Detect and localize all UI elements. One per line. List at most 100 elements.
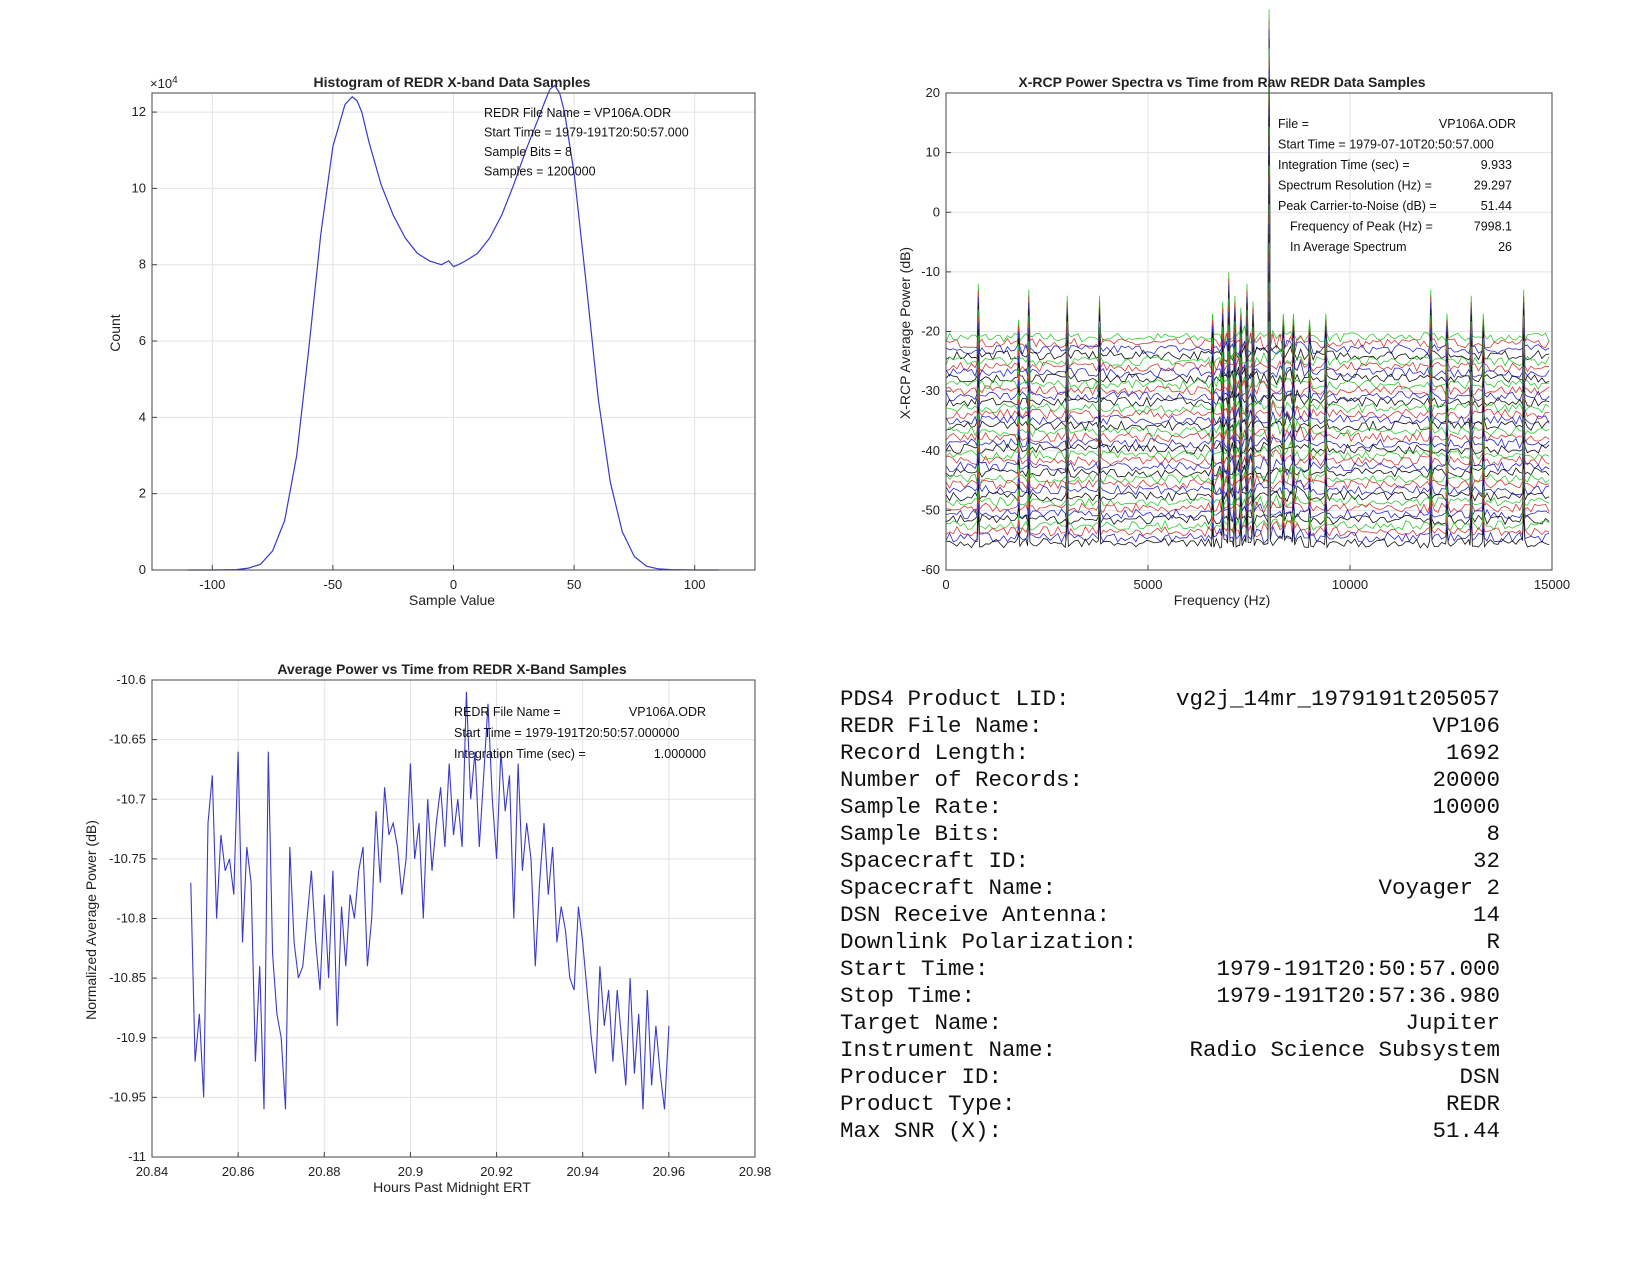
histogram-series xyxy=(188,84,719,571)
histogram-axes-frame xyxy=(151,92,756,571)
info-value: Jupiter xyxy=(1405,1010,1500,1036)
avg-power-ytick-label: -10.85 xyxy=(109,970,146,985)
histogram-chart: Histogram of REDR X-band Data Samples Sa… xyxy=(107,74,756,608)
avg-power-xlabel: Hours Past Midnight ERT xyxy=(373,1179,531,1195)
avg-power-xtick-label: 20.84 xyxy=(136,1164,169,1179)
info-label: DSN Receive Antenna: xyxy=(840,902,1111,928)
info-value: 1692 xyxy=(1445,740,1500,766)
histogram-y-multiplier: ×104 xyxy=(150,75,178,91)
info-label: Instrument Name: xyxy=(840,1037,1057,1063)
info-row: Record Length: 1692 xyxy=(840,740,1500,767)
histogram-annotation-line: Start Time = 1979-191T20:50:57.000 xyxy=(484,126,689,140)
info-row: REDR File Name: VP106 xyxy=(840,713,1500,740)
info-label: Downlink Polarization: xyxy=(840,929,1138,955)
spectra-ytick-label: -30 xyxy=(921,383,940,398)
histogram-xtick-label: 0 xyxy=(450,577,457,592)
info-value: DSN xyxy=(1459,1064,1500,1090)
spectra-ytick-label: -60 xyxy=(921,562,940,577)
histogram-xtick-label: -50 xyxy=(324,577,343,592)
histogram-annotation-line: Sample Bits = 8 xyxy=(484,145,572,159)
spectra-xtick-label: 10000 xyxy=(1332,577,1368,592)
info-value: Voyager 2 xyxy=(1378,875,1500,901)
info-row: Producer ID: DSN xyxy=(840,1064,1500,1091)
spectra-annotation-value: 29.297 xyxy=(1474,179,1512,193)
info-label: Stop Time: xyxy=(840,983,976,1009)
info-label: Sample Bits: xyxy=(840,821,1003,847)
info-label: PDS4 Product LID: xyxy=(840,686,1070,712)
avg-power-annotation-label: Integration Time (sec) = xyxy=(454,747,586,761)
info-value: 20000 xyxy=(1432,767,1500,793)
spectra-title: X-RCP Power Spectra vs Time from Raw RED… xyxy=(1018,74,1425,90)
info-label: Producer ID: xyxy=(840,1064,1003,1090)
info-row: Spacecraft ID: 32 xyxy=(840,848,1500,875)
info-value: 10000 xyxy=(1432,794,1500,820)
histogram-xtick-label: 100 xyxy=(684,577,706,592)
avg-power-xtick-label: 20.92 xyxy=(480,1164,513,1179)
spectra-axes-frame xyxy=(945,92,1553,571)
spectra-trace xyxy=(945,19,1550,352)
info-value: R xyxy=(1486,929,1500,955)
histogram-series-line xyxy=(188,84,719,571)
spectra-annotation-value: 9.933 xyxy=(1481,158,1512,172)
info-value: Radio Science Subsystem xyxy=(1189,1037,1500,1063)
histogram-ytick-label: 8 xyxy=(139,257,146,272)
histogram-ticks: -100 -50 0 50 100 0 2 4 6 8 10 12 xyxy=(132,104,706,592)
spectra-trace xyxy=(945,48,1550,367)
info-row: Spacecraft Name: Voyager 2 xyxy=(840,875,1500,902)
avg-power-series-line xyxy=(190,691,670,1110)
avg-power-xtick-label: 20.9 xyxy=(398,1164,423,1179)
avg-power-ytick-label: -10.8 xyxy=(116,911,146,926)
histogram-ytick-label: 2 xyxy=(139,486,146,501)
spectra-ytick-label: -40 xyxy=(921,443,940,458)
info-label: Sample Rate: xyxy=(840,794,1003,820)
avg-power-title: Average Power vs Time from REDR X-Band S… xyxy=(277,661,627,677)
info-row: Sample Rate: 10000 xyxy=(840,794,1500,821)
info-row: Instrument Name: Radio Science Subsystem xyxy=(840,1037,1500,1064)
spectra-annotation-value: 26 xyxy=(1498,240,1512,254)
info-row: Downlink Polarization: R xyxy=(840,929,1500,956)
avg-power-ytick-label: -10.7 xyxy=(116,791,146,806)
spectra-trace xyxy=(945,9,1550,346)
spectra-ytick-label: -50 xyxy=(921,502,940,517)
histogram-ytick-label: 10 xyxy=(132,180,146,195)
info-label: REDR File Name: xyxy=(840,713,1043,739)
info-value: 32 xyxy=(1472,848,1500,874)
info-row: Stop Time: 1979-191T20:57:36.980 xyxy=(840,983,1500,1010)
avg-power-ytick-label: -10.75 xyxy=(109,851,146,866)
avg-power-xtick-label: 20.98 xyxy=(739,1164,772,1179)
spectra-annotation-label: In Average Spectrum xyxy=(1290,240,1407,254)
spectra-ytick-label: -10 xyxy=(921,264,940,279)
info-row: Target Name: Jupiter xyxy=(840,1010,1500,1037)
info-label: Spacecraft Name: xyxy=(840,875,1057,901)
product-info-table: PDS4 Product LID: vg2j_14mr_1979191t20505… xyxy=(840,686,1500,1145)
info-value: VP106 xyxy=(1432,713,1500,739)
histogram-title: Histogram of REDR X-band Data Samples xyxy=(314,74,591,90)
info-value: REDR xyxy=(1445,1091,1500,1117)
spectra-ytick-label: 10 xyxy=(926,145,940,160)
avg-power-annotation-label: Start Time = 1979-191T20:50:57.000000 xyxy=(454,726,680,740)
spectra-annotation-value: 51.44 xyxy=(1481,199,1512,213)
spectra-annotation-label: Start Time = 1979-07-10T20:50:57.000 xyxy=(1278,138,1494,152)
info-row: Start Time: 1979-191T20:50:57.000 xyxy=(840,956,1500,983)
histogram-y-exponent: 4 xyxy=(172,75,178,86)
spectra-ticks: 0 5000 10000 15000 -60 -50 -40 -30 -20 -10 0 10 20 xyxy=(921,85,1570,592)
avg-power-ytick-label: -10.9 xyxy=(116,1030,146,1045)
spectra-annotation: File = VP106A.ODR Start Time = 1979-07-10T… xyxy=(1278,117,1516,254)
avg-power-annotation: REDR File Name = VP106A.ODR Start Time = 1… xyxy=(454,705,706,761)
spectra-ytick-label: -20 xyxy=(921,324,940,339)
spectra-annotation-label: Peak Carrier-to-Noise (dB) = xyxy=(1278,199,1437,213)
info-value: 51.44 xyxy=(1432,1118,1500,1144)
spectra-annotation-value: 7998.1 xyxy=(1474,220,1512,234)
spectra-trace xyxy=(945,106,1550,405)
info-value: 8 xyxy=(1486,821,1500,847)
info-value: vg2j_14mr_1979191t205057 xyxy=(1175,686,1500,712)
avg-power-axes-frame xyxy=(151,679,756,1158)
info-label: Product Type: xyxy=(840,1091,1016,1117)
spectra-xlabel: Frequency (Hz) xyxy=(1174,592,1270,608)
spectra-annotation-value: VP106A.ODR xyxy=(1439,117,1516,131)
histogram-ylabel: Count xyxy=(107,314,123,351)
histogram-ytick-label: 4 xyxy=(139,409,146,424)
histogram-ytick-label: 0 xyxy=(139,562,146,577)
info-value: 1979-191T20:57:36.980 xyxy=(1216,983,1500,1009)
histogram-annotation-line: REDR File Name = VP106A.ODR xyxy=(484,106,671,120)
